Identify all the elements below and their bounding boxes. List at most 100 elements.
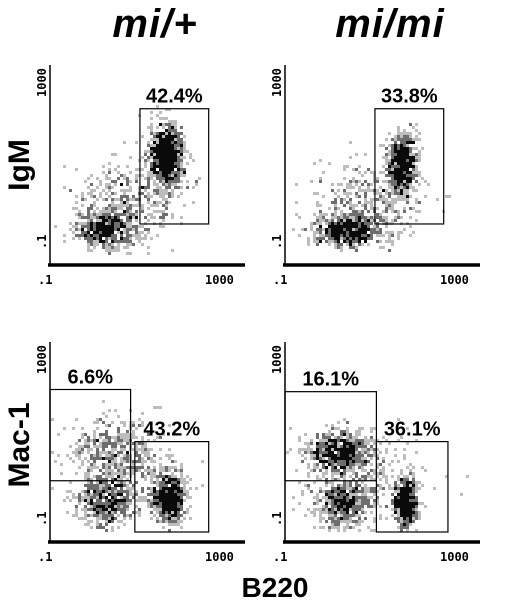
density-cell (162, 216, 165, 219)
density-cell (135, 499, 138, 502)
density-cell (174, 171, 177, 174)
density-cell (87, 246, 90, 249)
density-cell (126, 207, 129, 210)
density-cell (114, 487, 117, 490)
density-cell (108, 472, 111, 475)
density-cell (352, 466, 355, 469)
density-cell (162, 159, 165, 162)
density-cell (415, 165, 418, 168)
density-cell (147, 174, 150, 177)
density-cell (171, 141, 174, 144)
density-cell (102, 505, 105, 508)
density-cell (352, 216, 355, 219)
density-cell (334, 246, 337, 249)
density-cell (307, 466, 310, 469)
density-cell (168, 514, 171, 517)
density-cell (135, 237, 138, 240)
density-cell (147, 231, 150, 234)
density-cell (159, 505, 162, 508)
density-cell (403, 475, 406, 478)
density-cell (370, 457, 373, 460)
density-cell (409, 153, 412, 156)
density-cell (102, 487, 105, 490)
density-cell (90, 219, 93, 222)
density-cell (162, 469, 165, 472)
density-cell (117, 198, 120, 201)
density-cell (361, 466, 364, 469)
density-cell (147, 207, 150, 210)
density-cell (376, 189, 379, 192)
density-cell (364, 195, 367, 198)
density-cell (138, 499, 141, 502)
density-cell (171, 153, 174, 156)
density-cell (394, 448, 397, 451)
density-cell (159, 406, 162, 409)
density-cell (325, 228, 328, 231)
density-cell (328, 463, 331, 466)
density-cell (409, 138, 412, 141)
density-cell (400, 132, 403, 135)
density-cell (349, 219, 352, 222)
density-cell (111, 225, 114, 228)
density-cell (135, 448, 138, 451)
density-cell (87, 508, 90, 511)
density-cell (364, 478, 367, 481)
density-cell (90, 502, 93, 505)
density-cell (162, 192, 165, 195)
density-cell (138, 460, 141, 463)
density-cell (165, 162, 168, 165)
density-cell (301, 490, 304, 493)
density-cell (78, 222, 81, 225)
density-cell (165, 174, 168, 177)
density-cell (367, 189, 370, 192)
density-cell (385, 451, 388, 454)
density-cell (129, 490, 132, 493)
density-cell (114, 240, 117, 243)
density-cell (334, 487, 337, 490)
density-cell (105, 207, 108, 210)
density-cell (346, 514, 349, 517)
density-cell (415, 511, 418, 514)
density-cell (319, 526, 322, 529)
density-cell (382, 180, 385, 183)
density-cell (159, 195, 162, 198)
density-cell (406, 150, 409, 153)
density-cell (337, 448, 340, 451)
density-cell (171, 132, 174, 135)
density-cell (96, 475, 99, 478)
density-cell (111, 487, 114, 490)
density-cell (99, 192, 102, 195)
density-cell (415, 517, 418, 520)
density-cell (96, 222, 99, 225)
density-cell (379, 219, 382, 222)
density-cell (319, 228, 322, 231)
density-cell (391, 201, 394, 204)
density-cell (352, 243, 355, 246)
density-cell (102, 231, 105, 234)
density-cell (105, 529, 108, 532)
density-cell (304, 457, 307, 460)
density-cell (397, 162, 400, 165)
density-cell (159, 171, 162, 174)
density-cell (370, 219, 373, 222)
density-cell (319, 180, 322, 183)
density-cell (358, 231, 361, 234)
density-cell (319, 204, 322, 207)
density-cell (406, 427, 409, 430)
density-cell (168, 135, 171, 138)
density-cell (111, 529, 114, 532)
density-cell (171, 138, 174, 141)
density-cell (412, 174, 415, 177)
density-cell (349, 198, 352, 201)
density-cell (159, 168, 162, 171)
density-cell (340, 219, 343, 222)
density-cell (105, 442, 108, 445)
density-cell (328, 237, 331, 240)
density-cell (391, 198, 394, 201)
density-cell (156, 496, 159, 499)
density-cell (352, 213, 355, 216)
density-cell (343, 517, 346, 520)
density-cell (406, 529, 409, 532)
density-cell (391, 177, 394, 180)
density-cell (114, 213, 117, 216)
